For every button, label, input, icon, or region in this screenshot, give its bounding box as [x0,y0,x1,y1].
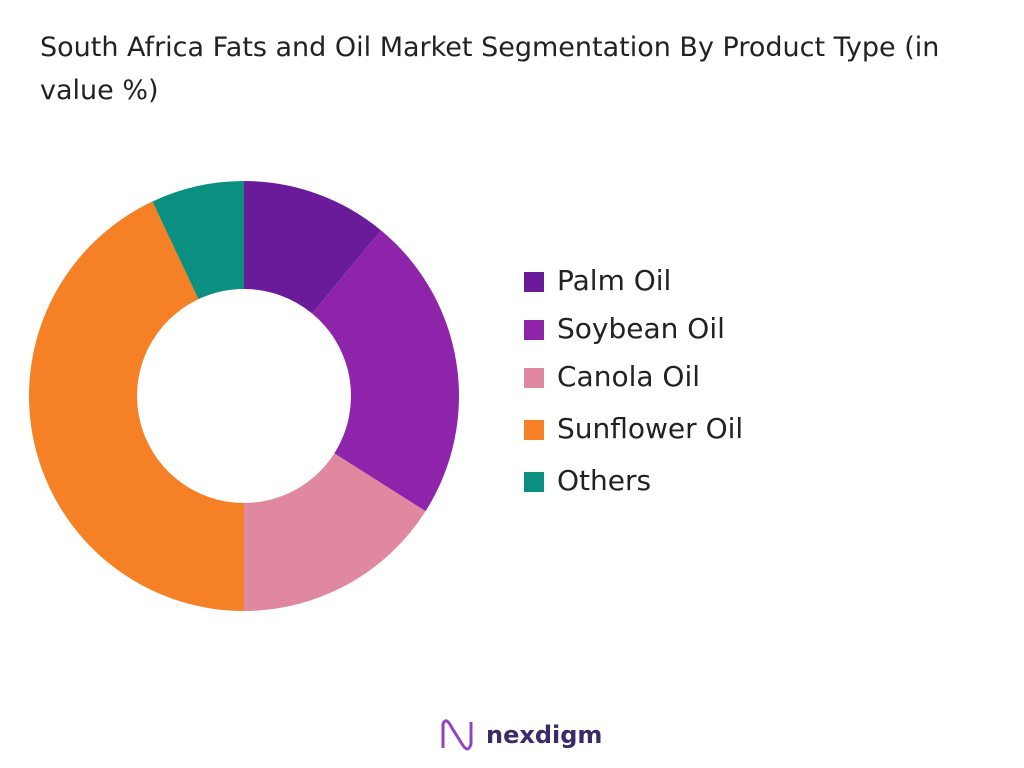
legend-swatch [524,272,544,292]
legend-label: Others [557,464,651,497]
legend-swatch [524,368,544,388]
legend-swatch [524,472,544,492]
chart-title: South Africa Fats and Oil Market Segment… [40,32,940,106]
legend-label: Palm Oil [557,264,671,297]
legend-label: Canola Oil [557,360,700,393]
donut-segment [152,181,244,300]
legend-swatch [524,420,544,440]
logo-text: nexdigm [486,721,602,749]
donut-segment [29,201,245,611]
legend-label: Sunflower Oil [557,412,743,445]
legend-swatch [524,320,544,340]
donut-segment [312,230,459,512]
legend-label: Soybean Oil [557,312,725,345]
donut-segment [244,453,426,611]
donut-segment [244,181,382,314]
logo-icon [441,719,473,751]
